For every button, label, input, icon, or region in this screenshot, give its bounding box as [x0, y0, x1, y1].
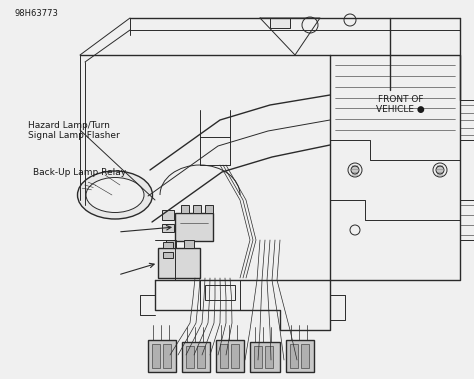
Bar — [231, 344, 239, 368]
Bar — [265, 346, 273, 368]
Bar — [220, 344, 228, 368]
Bar — [286, 340, 314, 372]
Text: FRONT OF
VEHICLE ●: FRONT OF VEHICLE ● — [376, 94, 425, 114]
Bar — [166, 240, 176, 248]
Bar — [270, 18, 290, 28]
Bar — [216, 340, 244, 372]
Bar — [186, 346, 194, 368]
Bar — [290, 344, 298, 368]
Bar — [182, 342, 210, 372]
Text: Back-Up Lamp Relay: Back-Up Lamp Relay — [33, 168, 126, 177]
Bar — [163, 242, 173, 248]
Bar — [163, 252, 173, 258]
Bar — [163, 344, 171, 368]
Bar — [184, 240, 194, 248]
Bar — [162, 224, 174, 232]
Bar — [162, 210, 174, 220]
Text: Hazard Lamp/Turn
Signal Lamp Flasher: Hazard Lamp/Turn Signal Lamp Flasher — [28, 121, 120, 141]
Text: 98H63773: 98H63773 — [14, 9, 58, 18]
Bar — [254, 346, 262, 368]
Ellipse shape — [86, 177, 144, 213]
Bar — [148, 340, 176, 372]
Bar — [205, 205, 213, 213]
Bar — [193, 205, 201, 213]
Bar — [158, 248, 200, 278]
Bar — [175, 213, 213, 241]
Ellipse shape — [78, 171, 153, 219]
Bar — [250, 342, 280, 372]
Bar — [301, 344, 309, 368]
Bar — [181, 205, 189, 213]
Bar — [205, 285, 235, 300]
Bar — [152, 344, 160, 368]
Bar — [197, 346, 205, 368]
